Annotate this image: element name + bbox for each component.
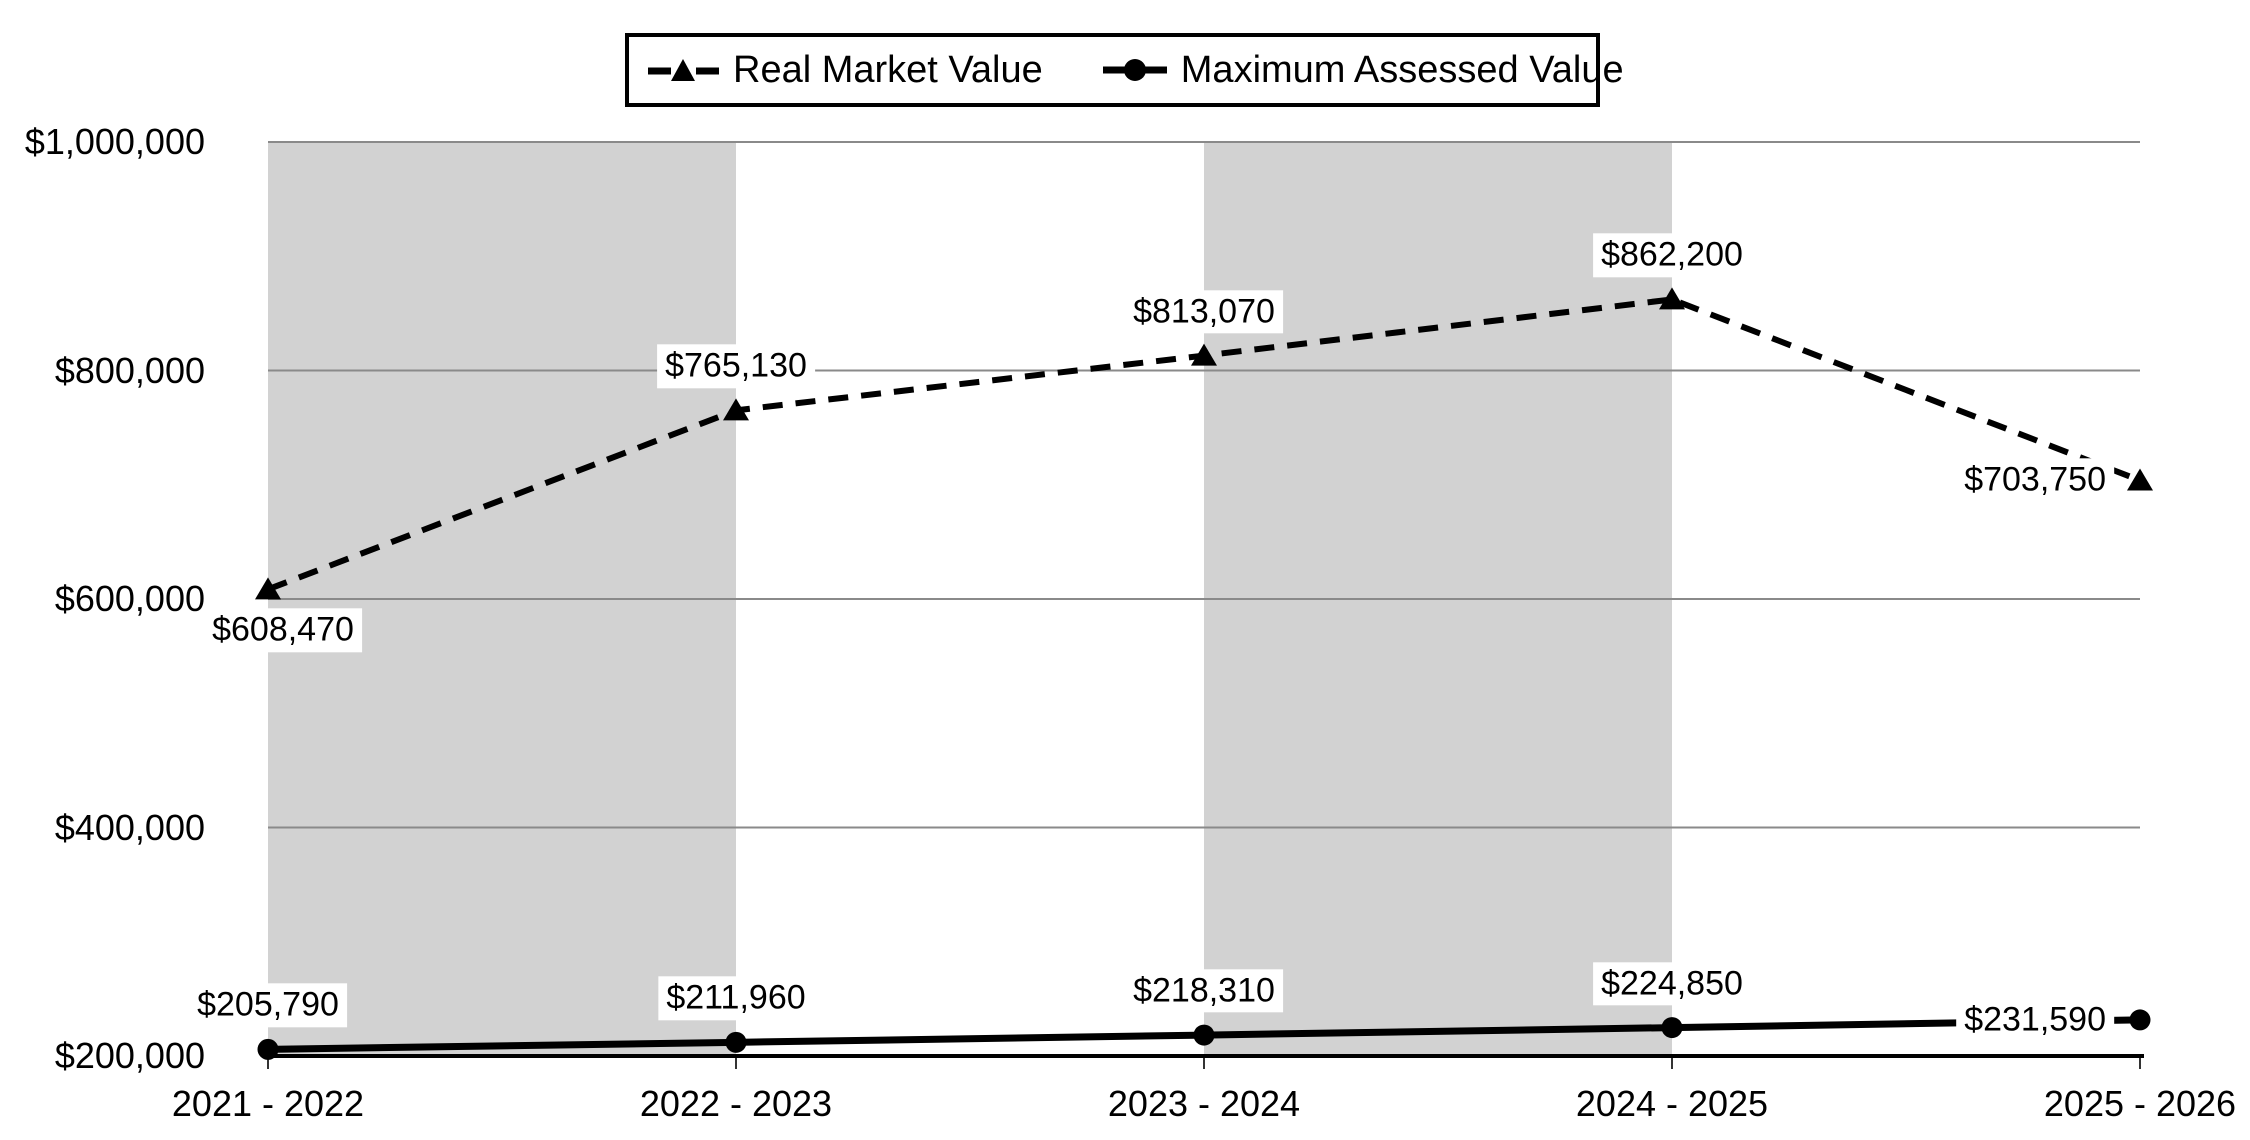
legend-label-real-market-value: Real Market Value: [733, 48, 1043, 91]
solid-line-circle-icon: [1102, 59, 1167, 81]
legend-item-maximum-assessed-value: Maximum Assessed Value: [1101, 49, 1624, 92]
legend-item-real-market-value: Real Market Value: [645, 49, 1043, 92]
rmv-marker: [1659, 287, 1685, 310]
legend-label-maximum-assessed-value: Maximum Assessed Value: [1180, 48, 1624, 91]
mav-marker: [2129, 1009, 2151, 1031]
legend: Real Market Value Maximum Assessed Value: [625, 33, 1624, 107]
mav-marker: [1193, 1024, 1215, 1046]
mav-marker: [725, 1031, 747, 1053]
rmv-marker: [2127, 468, 2153, 491]
rmv-marker: [1191, 343, 1217, 366]
rmv-marker: [723, 398, 749, 421]
mav-marker: [257, 1038, 279, 1060]
mav-marker: [1661, 1017, 1683, 1039]
rmv-marker: [255, 577, 281, 600]
dashed-line-triangle-icon: [648, 59, 719, 81]
